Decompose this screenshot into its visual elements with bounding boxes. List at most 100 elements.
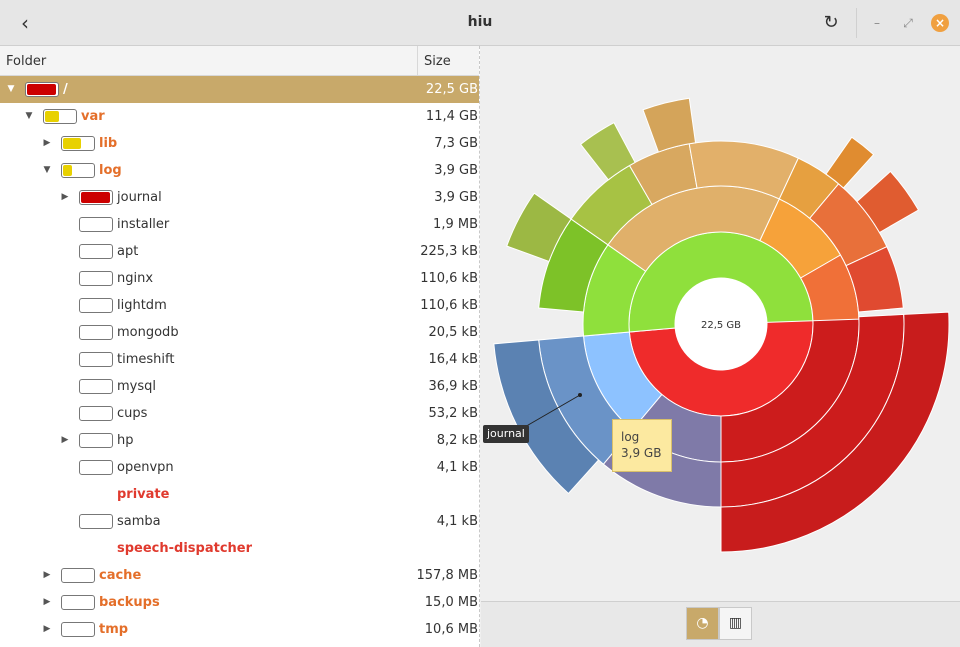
tree-row-name: tmp xyxy=(99,622,129,637)
tree-row[interactable]: timeshift 16,4 kB xyxy=(0,346,479,373)
tree-row-size: 11,4 GB xyxy=(425,109,478,124)
column-divider[interactable] xyxy=(417,46,418,76)
tree-row-size: 7,3 GB xyxy=(434,136,478,151)
tree-row-size: 4,1 kB xyxy=(436,460,478,475)
usage-bar xyxy=(79,271,113,286)
minimize-icon[interactable]: – xyxy=(874,16,880,30)
ring-chart-center[interactable] xyxy=(675,278,767,370)
column-header-folder[interactable]: Folder xyxy=(6,54,47,69)
ring-chart-center-label: 22,5 GB xyxy=(701,320,741,331)
callout-dot xyxy=(578,393,582,397)
expander-closed-icon[interactable]: ▶ xyxy=(43,570,51,580)
tree-row[interactable]: ▼ log 3,9 GB xyxy=(0,157,479,184)
tree-row-size: 15,0 MB xyxy=(424,595,478,610)
usage-bar-fill xyxy=(81,192,110,203)
usage-bar xyxy=(43,109,77,124)
usage-bar xyxy=(61,163,95,178)
column-header-size[interactable]: Size xyxy=(424,54,451,69)
expander-closed-icon[interactable]: ▶ xyxy=(43,597,51,607)
expander-open-icon[interactable]: ▼ xyxy=(25,111,33,121)
segment[interactable] xyxy=(720,311,950,553)
tree-row-name: lightdm xyxy=(117,298,167,313)
ring-chart[interactable]: 22,5 GB xyxy=(481,46,960,601)
maximize-icon[interactable]: ⤢ xyxy=(903,16,913,30)
usage-bar xyxy=(25,82,59,97)
segment[interactable] xyxy=(856,170,920,234)
usage-bar xyxy=(79,379,113,394)
segment[interactable] xyxy=(506,192,572,263)
tree-row-name: / xyxy=(63,82,68,97)
tree-row[interactable]: private xyxy=(0,481,479,508)
usage-bar xyxy=(61,622,95,637)
usage-bar xyxy=(79,298,113,313)
tree-row-name: mongodb xyxy=(117,325,179,340)
tree-row[interactable]: cups 53,2 kB xyxy=(0,400,479,427)
expander-closed-icon[interactable]: ▶ xyxy=(61,435,69,445)
tree-row-name: log xyxy=(99,163,122,178)
usage-bar xyxy=(79,433,113,448)
expander-open-icon[interactable]: ▼ xyxy=(43,165,51,175)
tree-row-size: 53,2 kB xyxy=(428,406,478,421)
tree-row-name: installer xyxy=(117,217,170,232)
segment[interactable] xyxy=(825,136,875,189)
tooltip-name: log xyxy=(621,430,640,444)
tree-row-name: hp xyxy=(117,433,134,448)
expander-closed-icon[interactable]: ▶ xyxy=(61,192,69,202)
tree-row[interactable]: samba 4,1 kB xyxy=(0,508,479,535)
reload-icon[interactable]: ↻ xyxy=(823,12,839,33)
tree-row[interactable]: ▶ lib 7,3 GB xyxy=(0,130,479,157)
chevron-left-icon[interactable]: ‹ xyxy=(21,11,29,35)
tree-row[interactable]: speech-dispatcher xyxy=(0,535,479,562)
tree-row-size: 8,2 kB xyxy=(436,433,478,448)
tree-row[interactable]: ▶ hp 8,2 kB xyxy=(0,427,479,454)
tree-row[interactable]: ▼ var 11,4 GB xyxy=(0,103,479,130)
column-headers: Folder Size xyxy=(0,46,479,76)
tree-row-size: 20,5 kB xyxy=(428,325,478,340)
tree-row[interactable]: openvpn 4,1 kB xyxy=(0,454,479,481)
usage-bar-fill xyxy=(45,111,59,122)
tree-row[interactable]: ▶ cache 157,8 MB xyxy=(0,562,479,589)
tree-row[interactable]: ▶ journal 3,9 GB xyxy=(0,184,479,211)
tree-row-name: backups xyxy=(99,595,160,610)
expander-open-icon[interactable]: ▼ xyxy=(7,84,15,94)
tree-row-size: 4,1 kB xyxy=(436,514,478,529)
tree-row-name: openvpn xyxy=(117,460,174,475)
tree-row[interactable]: installer 1,9 MB xyxy=(0,211,479,238)
usage-bar xyxy=(61,568,95,583)
view-switcher: ◔ ▥ xyxy=(481,601,960,647)
expander-closed-icon[interactable]: ▶ xyxy=(43,138,51,148)
callout-line xyxy=(522,394,581,429)
segment[interactable] xyxy=(642,97,697,153)
tree-row-name: journal xyxy=(117,190,162,205)
tree-row[interactable]: ▶ tmp 10,6 MB xyxy=(0,616,479,643)
tree-row-size: 22,5 GB xyxy=(425,82,478,97)
tree-row-size: 225,3 kB xyxy=(420,244,478,259)
segment-tooltip: log 3,9 GB xyxy=(612,419,672,472)
folder-tree: Folder Size ▼ / 22,5 GB ▼ var 11,4 GB ▶ lib 7,3 … xyxy=(0,46,480,647)
usage-bar xyxy=(61,595,95,610)
segment[interactable] xyxy=(845,245,904,313)
close-icon[interactable]: × xyxy=(931,14,949,32)
header-bar: ‹ hiu ↻ – ⤢ × xyxy=(0,0,960,46)
treemap-icon[interactable]: ▥ xyxy=(719,607,752,640)
usage-bar-fill xyxy=(27,84,56,95)
tree-row-size: 3,9 GB xyxy=(434,163,478,178)
tree-row[interactable]: ▶ backups 15,0 MB xyxy=(0,589,479,616)
tree-row-size: 36,9 kB xyxy=(428,379,478,394)
usage-bar-fill xyxy=(63,165,72,176)
tree-row-size: 110,6 kB xyxy=(420,298,478,313)
tree-row[interactable]: mongodb 20,5 kB xyxy=(0,319,479,346)
expander-closed-icon[interactable]: ▶ xyxy=(43,624,51,634)
tree-row[interactable]: mysql 36,9 kB xyxy=(0,373,479,400)
tree-row[interactable]: lightdm 110,6 kB xyxy=(0,292,479,319)
tooltip-size: 3,9 GB xyxy=(621,446,662,460)
segment[interactable] xyxy=(493,339,600,495)
ring-chart-icon[interactable]: ◔ xyxy=(686,607,719,640)
tree-row-size: 110,6 kB xyxy=(420,271,478,286)
segment[interactable] xyxy=(579,122,636,181)
tree-row[interactable]: apt 225,3 kB xyxy=(0,238,479,265)
usage-bar xyxy=(79,244,113,259)
tree-row[interactable]: ▼ / 22,5 GB xyxy=(0,76,479,103)
tree-row-size: 3,9 GB xyxy=(434,190,478,205)
tree-row[interactable]: nginx 110,6 kB xyxy=(0,265,479,292)
